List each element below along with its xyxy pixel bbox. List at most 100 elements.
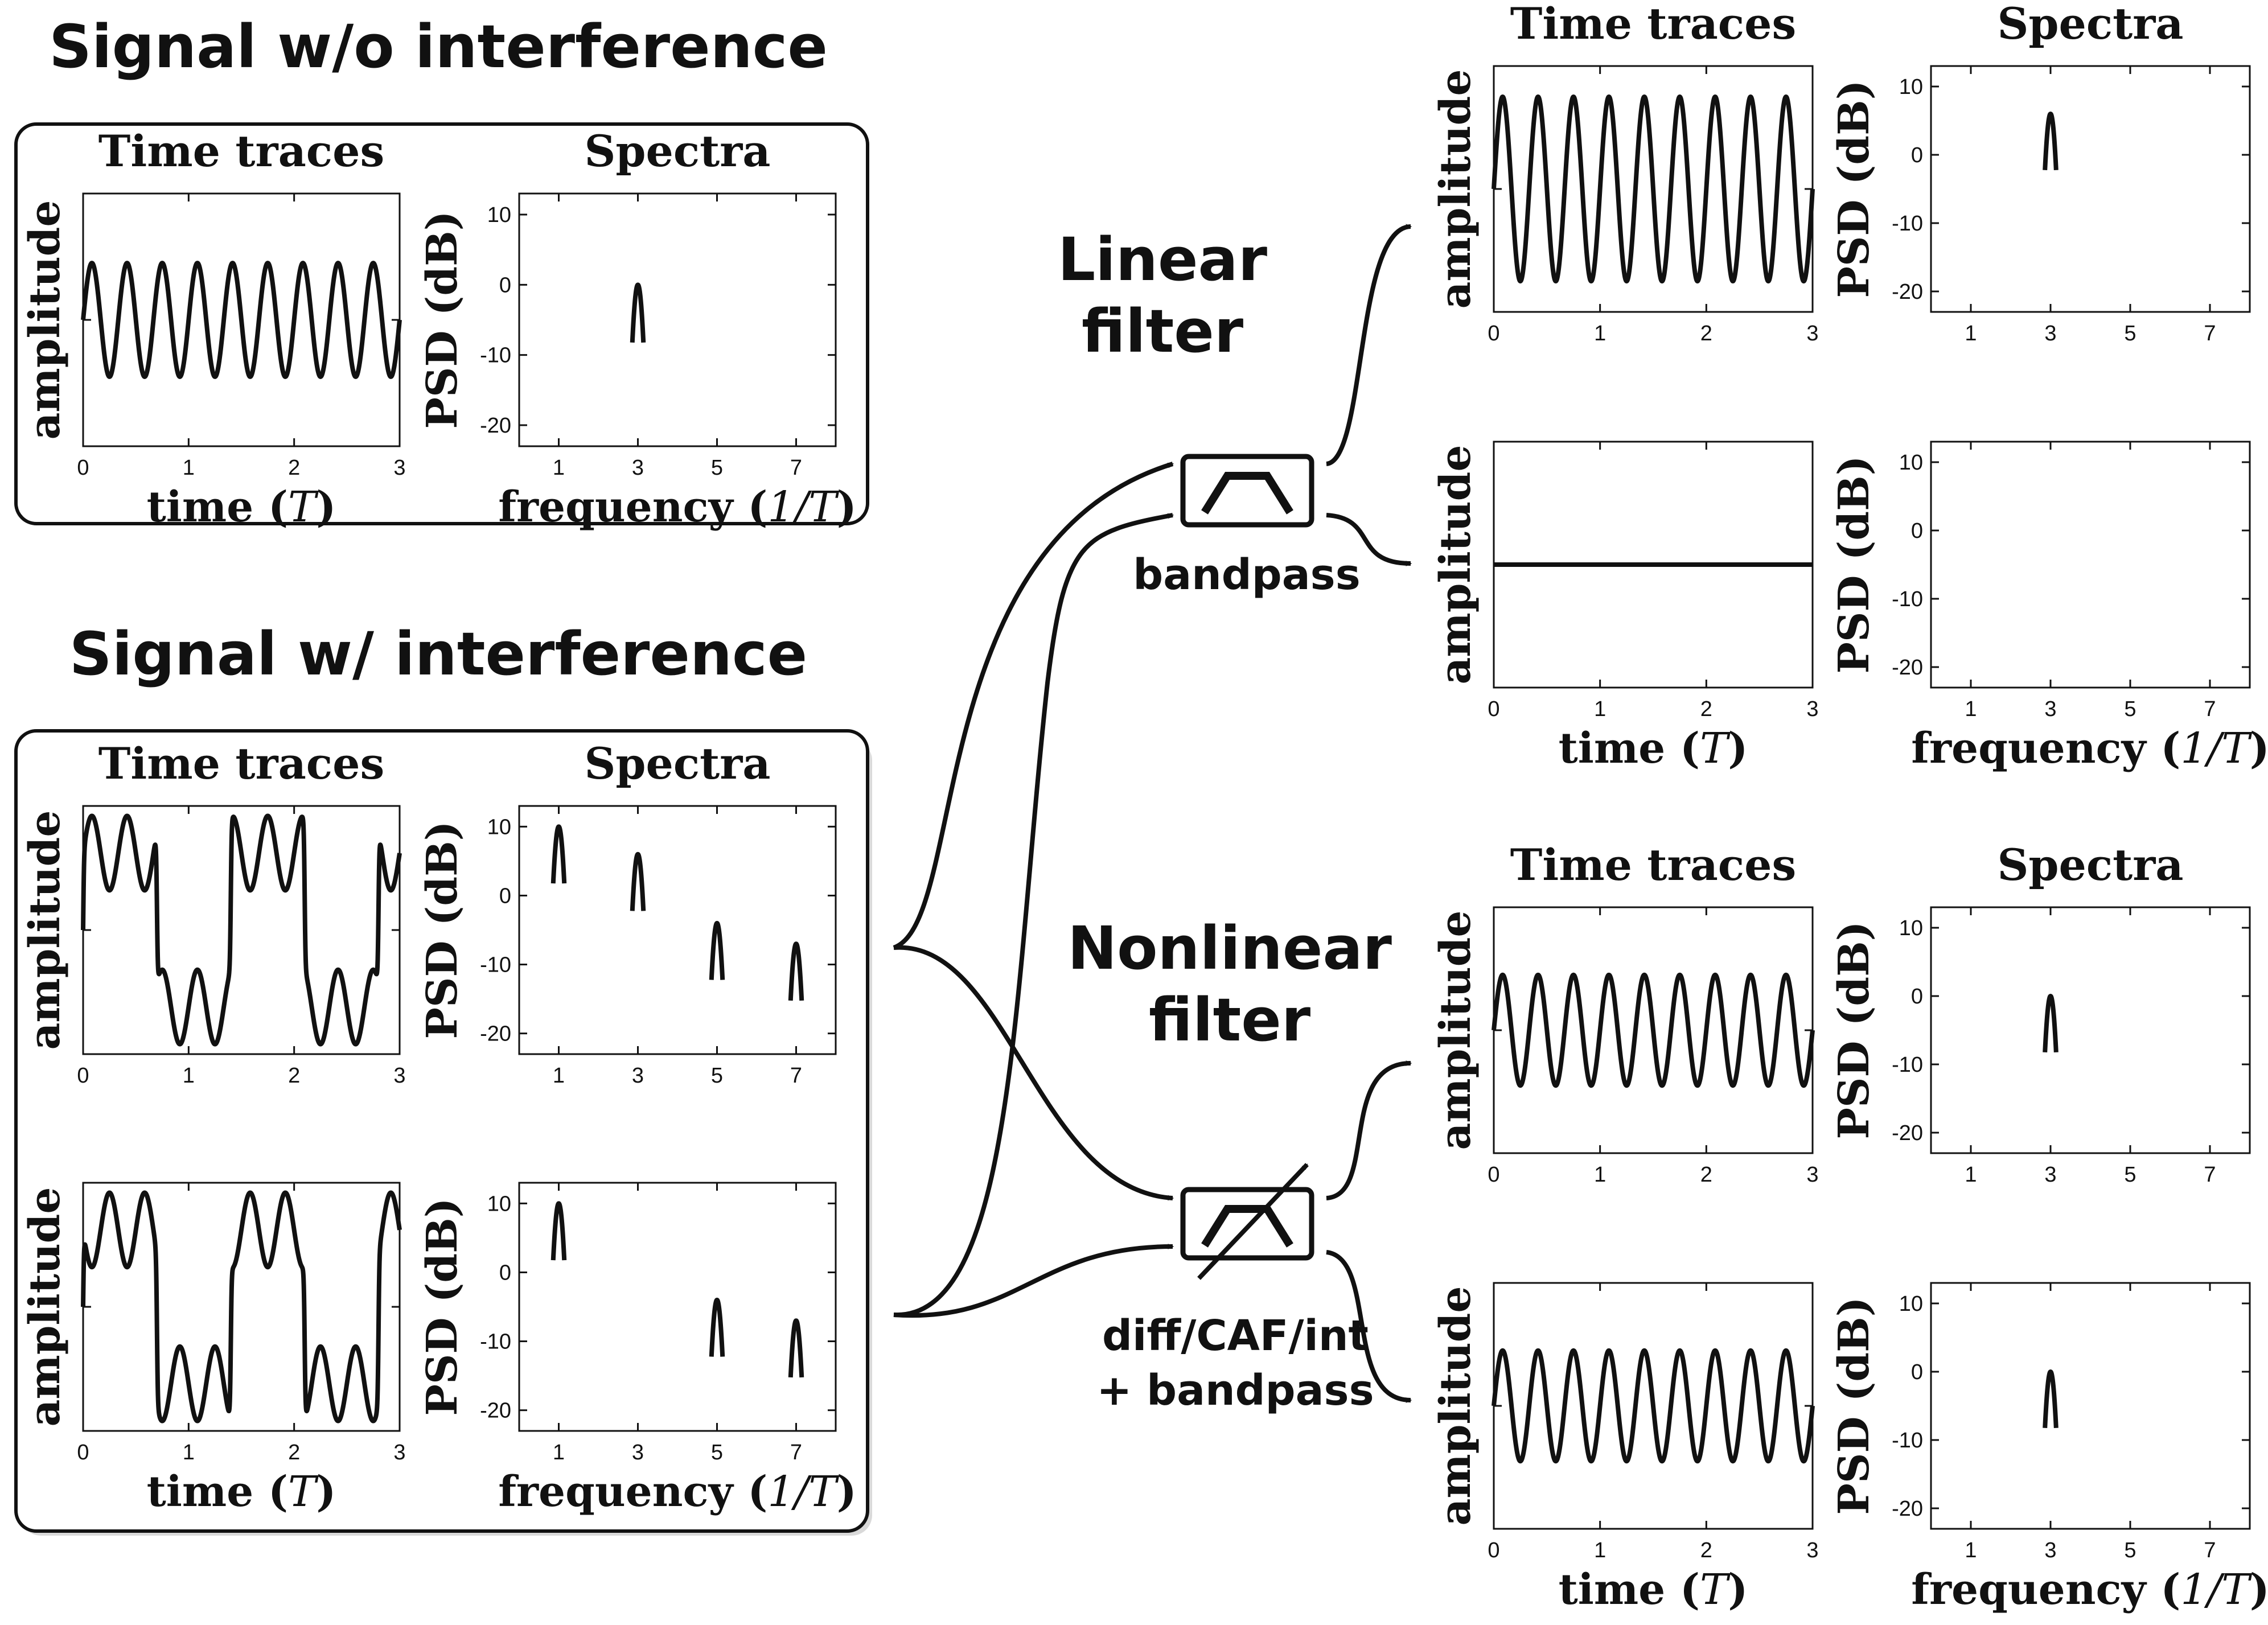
tunable-arrow-icon [1197, 1163, 1309, 1280]
y-tick-label: 10 [1899, 1292, 1923, 1316]
x-tick-label: 2 [1700, 697, 1712, 721]
x-tick-label: 7 [2204, 322, 2216, 345]
panel-title-time-traces: Time traces [98, 738, 384, 789]
x-axis-label-frequency: frequency (1/T) [1911, 1565, 2268, 1614]
time-plot-interf-time-1: 0 1 2 3 amplitude Time traces [20, 738, 406, 1088]
spectrum-plot-nonlinear-out-spectrum-2: 1 3 5 7 10 0 -10 -20 PSD (dB) [1830, 1282, 2251, 1562]
waveform-line [81, 261, 402, 379]
x-tick-label: 2 [1700, 322, 1712, 345]
spectrum-plot-clean-spectrum: 1 3 5 7 10 0 -10 -20 PSD (dB) Spectra [418, 126, 837, 480]
y-tick-label: 10 [1899, 916, 1923, 940]
x-tick-label: 3 [2044, 322, 2056, 345]
y-tick-label: 0 [1911, 985, 1923, 1009]
panel-title-time-traces: Time traces [98, 126, 384, 176]
x-tick-label: 3 [393, 456, 405, 480]
x-tick-label: 5 [711, 1441, 723, 1464]
spectral-peak [2043, 994, 2059, 1052]
spectral-peak [630, 851, 646, 911]
x-tick-label: 0 [1488, 1163, 1499, 1187]
spectral-peak [709, 1297, 725, 1357]
y-tick-label: 0 [499, 1261, 511, 1285]
x-tick-label: 0 [1488, 1538, 1499, 1562]
y-axis-label-amplitude: amplitude [1431, 445, 1480, 684]
x-tick-label: 1 [1965, 1163, 1977, 1187]
y-tick-label: -20 [1892, 1497, 1923, 1521]
y-axis-label-amplitude: amplitude [1431, 910, 1480, 1150]
arrow-input1-to-bandpass [893, 462, 1174, 950]
plot-frame [518, 805, 837, 1055]
time-plot-clean-time: 0 1 2 3 amplitude Time traces [20, 126, 406, 480]
x-tick-label: 1 [1594, 697, 1606, 721]
x-tick-label: 0 [77, 1441, 89, 1464]
x-tick-label: 0 [77, 456, 89, 480]
nonlinear-filter-label-line1: diff/CAF/int [1102, 1311, 1369, 1360]
arrow-bandpass-to-output2 [1326, 513, 1412, 566]
y-tick-label: 0 [499, 884, 511, 908]
time-plot-linear-out-time-2: 0 1 2 3 amplitude [1431, 441, 1819, 721]
x-tick-label: 1 [553, 1064, 565, 1088]
y-tick-label: -10 [1892, 212, 1923, 236]
spectral-peak [788, 1318, 804, 1378]
arrow-input2-to-bandpass [893, 513, 1174, 1318]
x-tick-label: 5 [711, 1064, 723, 1088]
x-tick-label: 3 [393, 1064, 405, 1088]
x-tick-label: 7 [2204, 697, 2216, 721]
y-axis-label-amplitude: amplitude [20, 810, 69, 1050]
y-axis-label-psd: PSD (dB) [1830, 455, 1879, 673]
x-tick-label: 5 [2124, 697, 2136, 721]
x-tick-label: 3 [632, 456, 644, 480]
heading-with-interference: Signal w/ interference [69, 619, 807, 689]
x-tick-label: 1 [1965, 322, 1977, 345]
bandpass-label: bandpass [1133, 550, 1361, 599]
y-tick-label: 0 [1911, 143, 1923, 167]
y-tick-label: -10 [480, 344, 511, 368]
plot-frame [1930, 65, 2251, 313]
spectrum-plot-linear-out-spectrum-1: 1 3 5 7 10 0 -10 -20 PSD (dB) Spectra [1830, 0, 2251, 345]
panel-title-spectra: Spectra [1997, 0, 2183, 49]
y-tick-label: -20 [1892, 656, 1923, 680]
spectrum-plot-interf-spectrum-1: 1 3 5 7 10 0 -10 -20 PSD (dB) Spectra [418, 738, 837, 1088]
x-tick-label: 5 [2124, 1538, 2136, 1562]
y-axis-label-psd: PSD (dB) [1830, 921, 1879, 1139]
heading-nonlinear-filter-line2: filter [1149, 985, 1310, 1055]
nonlinear-filter-label-line2: + bandpass [1096, 1366, 1374, 1415]
heading-linear-filter-line1: Linear [1058, 225, 1267, 294]
connections [893, 224, 1412, 1403]
y-tick-label: -10 [1892, 1053, 1923, 1077]
bandpass-filter-block [1180, 454, 1314, 528]
spectrum-plot-nonlinear-out-spectrum-1: 1 3 5 7 10 0 -10 -20 PSD (dB) Spectra [1830, 840, 2251, 1187]
x-tick-label: 1 [183, 1064, 195, 1088]
spectrum-plot-interf-spectrum-2: 1 3 5 7 10 0 -10 -20 PSD (dB) [418, 1182, 837, 1464]
x-tick-label: 0 [77, 1064, 89, 1088]
y-tick-label: -10 [1892, 1429, 1923, 1453]
x-axis-label-time: time (T) [1559, 724, 1748, 773]
y-axis-label-psd: PSD (dB) [418, 821, 467, 1039]
x-tick-label: 7 [790, 456, 802, 480]
plot-frame [518, 192, 837, 447]
group-frame-without-interference [14, 122, 869, 525]
x-tick-label: 3 [1806, 322, 1818, 345]
x-tick-label: 2 [288, 1064, 300, 1088]
y-tick-label: 10 [1899, 451, 1923, 475]
y-tick-label: -20 [1892, 1121, 1923, 1145]
arrow-bandpass-to-output1 [1325, 224, 1412, 466]
x-tick-label: 1 [1594, 1538, 1606, 1562]
x-tick-label: 3 [2044, 1538, 2056, 1562]
y-tick-label: -10 [1892, 587, 1923, 611]
x-tick-label: 7 [790, 1064, 802, 1088]
plot-frame [518, 1182, 837, 1432]
nonlinear-filter-box [1180, 1187, 1314, 1261]
x-tick-label: 2 [288, 456, 300, 480]
bandpass-icon [1201, 1205, 1293, 1248]
spectral-peak [709, 920, 725, 980]
x-axis-label-frequency: frequency (1/T) [498, 1467, 857, 1516]
y-axis-label-psd: PSD (dB) [418, 1198, 467, 1416]
y-tick-label: 0 [499, 273, 511, 297]
x-tick-label: 1 [1594, 322, 1606, 345]
x-axis-label-frequency: frequency (1/T) [1911, 724, 2268, 773]
plot-frame [1930, 441, 2251, 689]
x-tick-label: 1 [1965, 697, 1977, 721]
y-tick-label: -10 [480, 953, 511, 977]
